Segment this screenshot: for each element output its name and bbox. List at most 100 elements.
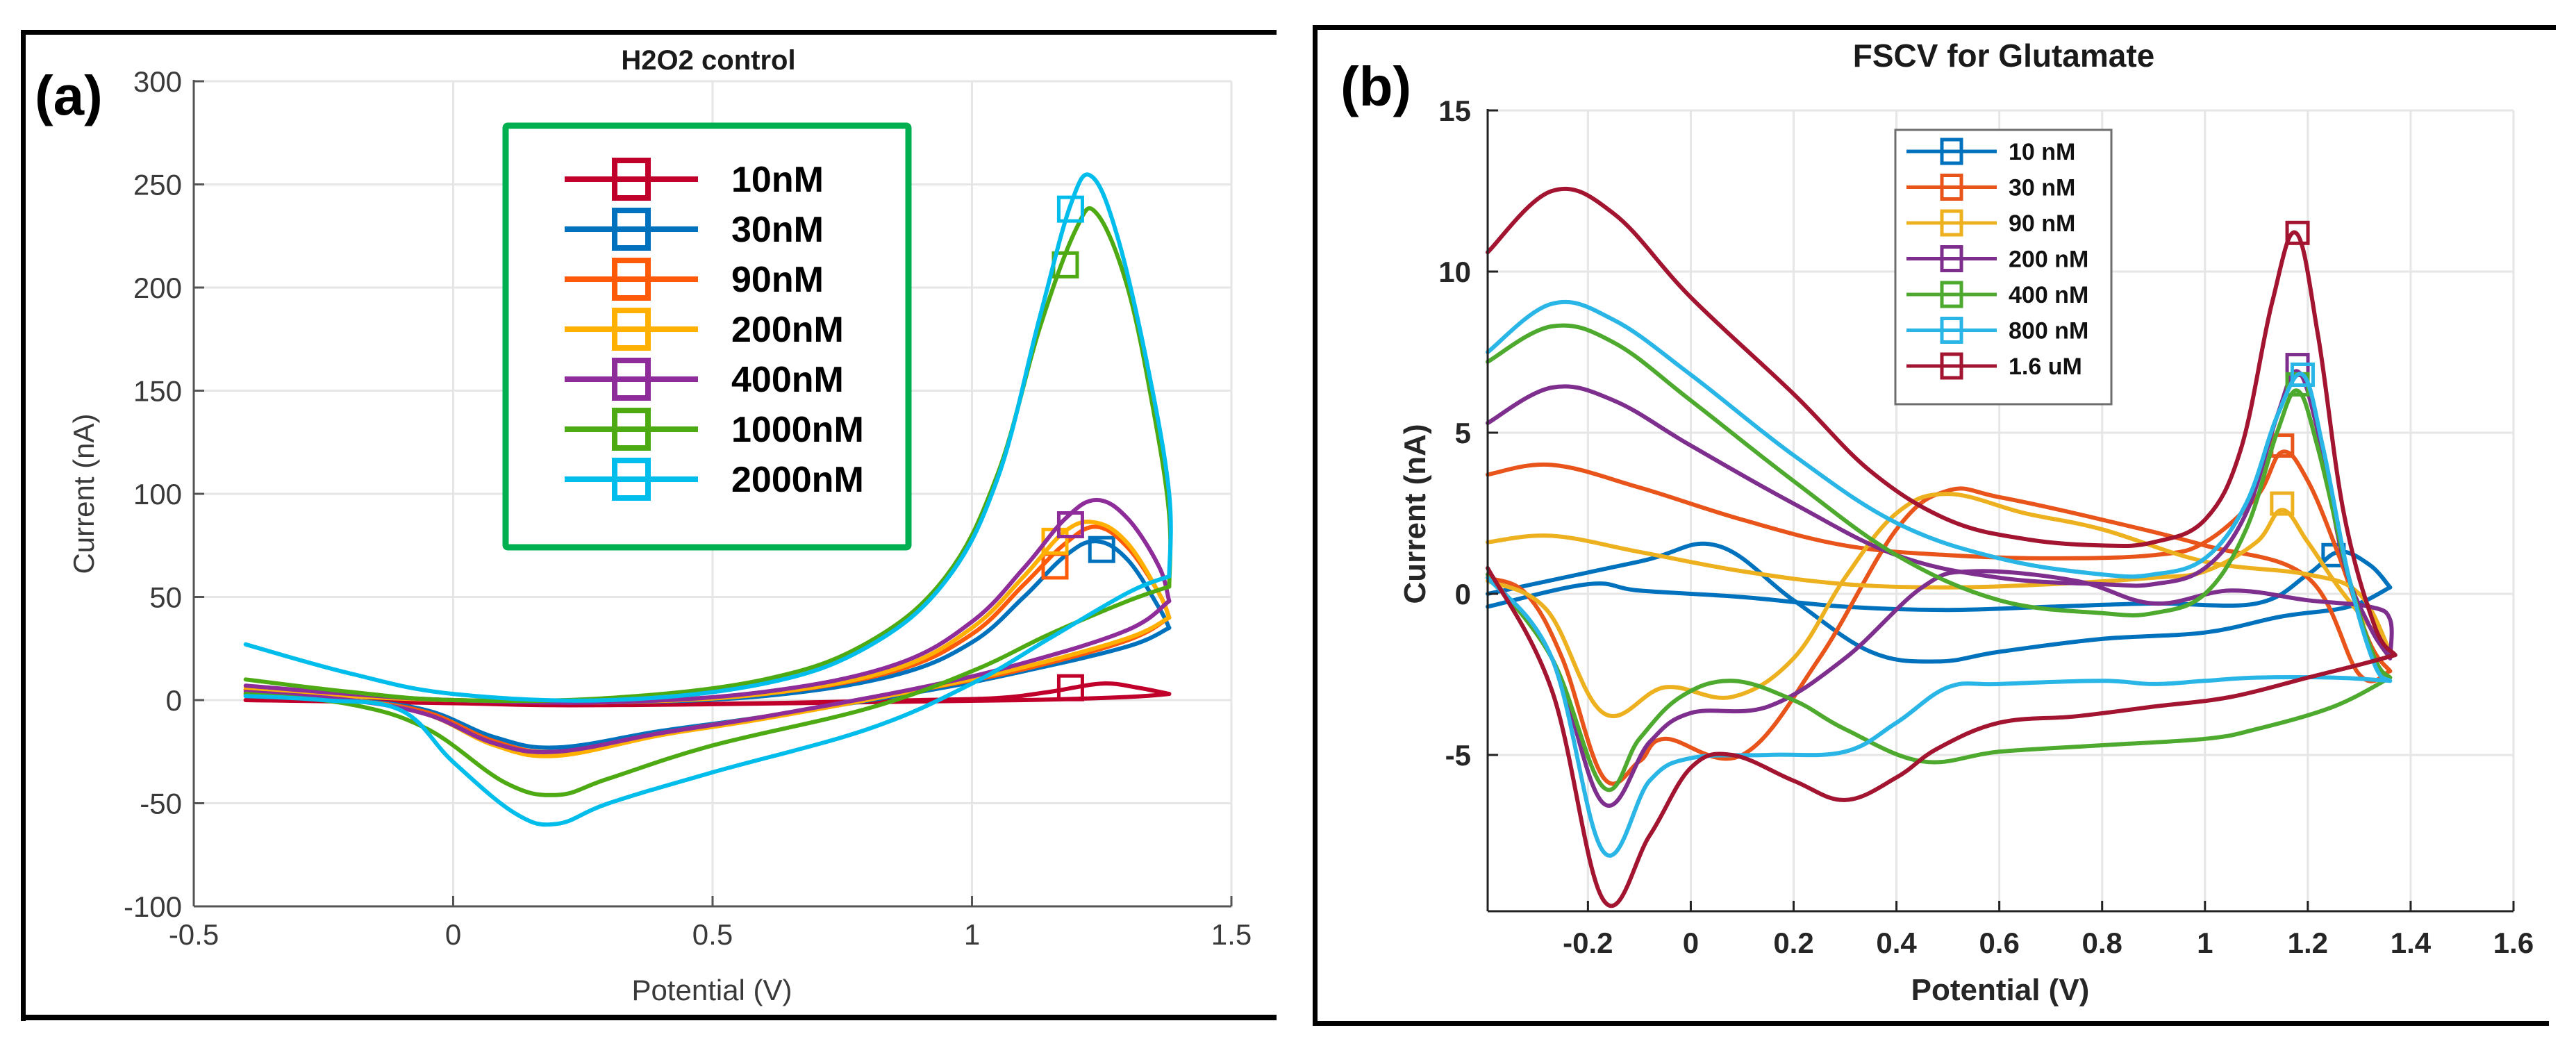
series-line-forward [1486,186,2398,658]
chart-b-title: FSCV for Glutamate [1853,38,2155,74]
legend-square-marker-icon [1940,245,1963,272]
x-tick-label: 0.4 [1876,927,1917,959]
legend-item: 30nM [565,208,824,251]
legend-square-marker-icon [1940,281,1963,308]
legend-square-marker-icon [1940,138,1963,165]
legend-square-marker-icon [1940,209,1963,237]
legend-label: 200nM [731,310,844,350]
series-line-reverse [1486,575,2393,858]
chart-b: (b) FSCV for Glutamate -0.2 0 0.2 0.4 0.6 0.8… [1340,38,2534,1007]
series-line-reverse [243,574,1172,827]
legend-label: 30 nM [2009,175,2075,201]
series-line-forward [243,524,1172,705]
series-line-reverse [1486,569,2394,808]
series-1.6um [1486,186,2398,908]
legend-label: 90nM [731,260,824,300]
y-tick-label: 300 [133,65,182,98]
panel-b-frame-left [1313,25,1318,1026]
legend-label: 400 nM [2009,282,2088,308]
chart-b-tick-labels: -0.2 0 0.2 0.4 0.6 0.8 1 1.2 1.4 1.6 -5 0 5 10 15 [1438,94,2534,959]
legend-label: 1000nM [731,410,864,450]
x-tick-label: 1 [2197,927,2213,959]
y-tick-label: -5 [1445,739,1471,772]
series-marker [2285,220,2310,245]
series-2000nm [243,172,1173,827]
series-line-forward [1486,323,2393,680]
panel-b-frame [1313,25,2556,1026]
legend-square-marker-icon [612,158,651,201]
x-tick-label: 1.5 [1211,918,1252,951]
legend-label: 10 nM [2009,139,2075,165]
chart-a-xlabel: Potential (V) [631,974,792,1006]
legend-square-marker-icon [1940,174,1963,201]
series-line-forward [1486,299,2393,683]
chart-b-series [1486,186,2398,908]
series-marker [1088,535,1115,563]
series-marker [1056,195,1084,223]
legend-item: 30 nM [1906,174,2075,201]
y-tick-label: -50 [140,788,182,820]
legend-item: 90 nM [1906,209,2075,237]
x-tick-label: 0.2 [1773,927,1813,959]
series-line-forward [1486,449,2393,674]
chart-b-axes [1486,109,2515,913]
y-tick-label: 5 [1455,417,1471,449]
series-line-reverse [1486,492,2393,719]
legend-square-marker-icon [612,258,651,301]
legend-square-marker-icon [612,208,651,251]
y-tick-label: 15 [1438,94,1471,127]
series-line-reverse [1486,486,2393,786]
x-tick-label: 0.5 [692,918,733,951]
series-line-forward [243,172,1173,703]
x-tick-label: 1.4 [2391,927,2432,959]
panel-b-frame-top [1313,25,2556,30]
legend-item: 90nM [565,258,824,301]
y-tick-label: -100 [124,890,182,923]
y-tick-label: 200 [133,272,182,304]
series-line-reverse [243,584,1172,797]
chart-a: (a) H2O2 control -0.5 0 0.5 1 1.5 -100 -50 0 50 1… [35,45,1252,1006]
legend-label: 400nM [731,360,844,400]
panel-a-frame [21,30,1277,1021]
series-marker [2270,491,2295,516]
chart-b-xlabel: Potential (V) [1911,973,2090,1007]
legend-label: 2000nM [731,460,864,500]
x-tick-label: 1 [964,918,980,951]
legend-item: 200nM [565,308,844,351]
x-tick-label: 0.6 [1979,927,2019,959]
legend-label: 1.6 uM [2009,354,2082,380]
legend-item: 10nM [565,158,824,201]
legend-item: 400 nM [1906,281,2088,308]
series-line-reverse [1486,541,2393,664]
y-tick-label: 250 [133,169,182,201]
y-tick-label: 10 [1438,256,1471,288]
series-line-reverse [1486,565,2398,908]
series-marker [1056,674,1084,701]
legend-label: 30nM [731,210,824,250]
legend-label: 800 nM [2009,318,2088,344]
x-tick-label: 1.2 [2288,927,2328,959]
series-line-forward [1486,549,2393,613]
chart-a-legend: 10nM 30nM 90nM 200nM 400nM 1000nM 2000nM [502,122,912,551]
legend-square-marker-icon [612,308,651,351]
y-tick-label: 0 [166,684,182,717]
legend-item: 800 nM [1906,317,2088,344]
panel-a-frame-top [21,30,1277,35]
chart-a-tick-labels: -0.5 0 0.5 1 1.5 -100 -50 0 50 100 150 200 250 300 [124,65,1252,951]
legend-label: 200 nM [2009,247,2088,273]
x-tick-label: 0 [445,918,461,951]
series-line-forward [1486,508,2393,654]
series-line-forward [243,539,1172,705]
panel-b-frame-bottom [1313,1021,2549,1026]
x-tick-label: 1.6 [2493,927,2534,959]
legend-item: 1.6 uM [1906,352,2082,380]
y-tick-label: 100 [133,478,182,510]
panel-a-frame-bottom [21,1015,1277,1020]
x-tick-label: -0.5 [169,918,219,951]
series-200nm [243,520,1172,758]
y-tick-label: 50 [149,581,182,614]
series-marker [1056,511,1084,539]
series-line-reverse [243,599,1172,754]
panel-a-frame-left [21,30,26,1021]
legend-square-marker-icon [612,458,651,501]
